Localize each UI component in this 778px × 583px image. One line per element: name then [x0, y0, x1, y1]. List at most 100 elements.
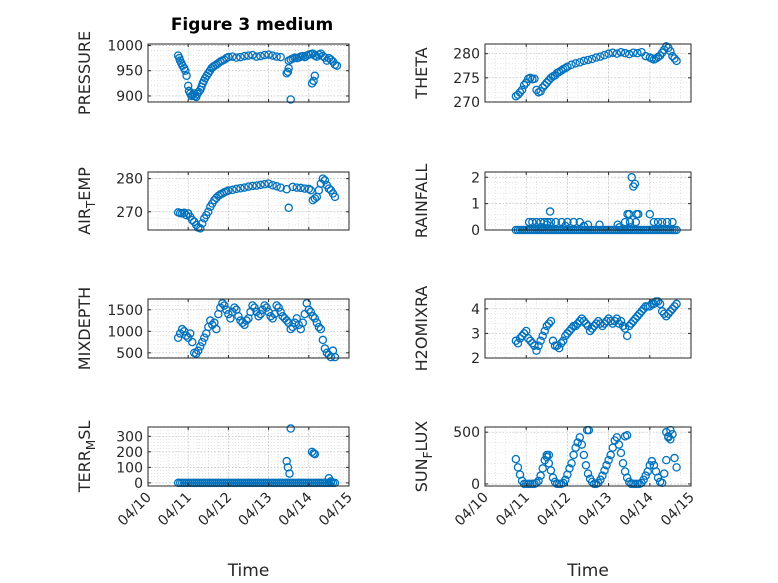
data-point: [639, 475, 648, 485]
data-point: [511, 454, 521, 464]
data-point: [596, 475, 605, 485]
data-point: [286, 424, 295, 433]
data-point: [332, 61, 342, 70]
data-point: [285, 469, 294, 478]
data-point: [616, 47, 626, 57]
data-point: [204, 207, 213, 217]
data-point: [272, 181, 281, 191]
data-point: [563, 62, 572, 71]
data-point: [312, 318, 322, 327]
data-point: [542, 78, 552, 87]
data-point: [664, 309, 673, 318]
data-point: [283, 463, 293, 472]
data-point: [256, 180, 265, 190]
axes-box: [147, 298, 350, 359]
data-point: [224, 309, 233, 319]
plot-area: [148, 427, 349, 486]
data-point: [244, 51, 253, 60]
data-point: [252, 52, 261, 61]
data-point: [587, 324, 597, 333]
plot-area: [148, 44, 349, 102]
data-point: [260, 180, 269, 189]
y-axis-label: RAINFALL: [412, 164, 431, 239]
data-point: [179, 208, 189, 218]
y-tick-label: 200: [116, 445, 143, 461]
data-point: [618, 458, 628, 468]
data-point: [294, 320, 303, 330]
data-point: [288, 182, 297, 192]
data-point: [530, 74, 539, 84]
data-point: [519, 80, 529, 90]
data-point: [250, 303, 259, 312]
data-point: [272, 52, 281, 61]
data-point: [579, 316, 589, 326]
data-point: [567, 458, 576, 468]
data-point: [629, 316, 638, 326]
data-point: [524, 334, 533, 343]
y-tick-label: 4: [471, 302, 480, 318]
data-point: [542, 321, 552, 331]
data-point: [248, 301, 257, 310]
y-tick-label: 270: [453, 95, 480, 111]
data-point: [268, 51, 277, 60]
subplot-mixdepth: 500 1000 1500 MIXDEPTH: [75, 287, 350, 370]
data-point: [521, 326, 531, 336]
data-point: [666, 435, 675, 444]
data-point: [645, 461, 655, 470]
data-point: [666, 47, 675, 56]
y-tick-label: 500: [453, 425, 480, 441]
figure-title: Figure 3 medium: [171, 15, 333, 35]
data-point: [212, 324, 221, 334]
axes-box: [484, 43, 692, 103]
data-point: [629, 48, 638, 57]
data-point: [234, 311, 243, 321]
data-point: [595, 220, 604, 229]
data-point: [612, 314, 622, 323]
data-point: [577, 314, 587, 323]
data-point: [616, 316, 626, 326]
y-tick-label: 300: [116, 429, 143, 445]
data-point: [571, 321, 580, 331]
data-point: [193, 346, 203, 355]
data-point: [532, 223, 541, 232]
data-point: [602, 461, 611, 470]
data-point: [641, 471, 650, 480]
y-tick-label: 0: [134, 476, 143, 492]
x-axis-label: Time: [227, 561, 270, 581]
data-point: [583, 469, 593, 478]
y-tick-label: 0: [471, 223, 480, 239]
data-point: [559, 336, 568, 346]
y-tick-label: 280: [453, 47, 480, 63]
axes-box: [147, 43, 350, 103]
data-point: [309, 76, 318, 86]
data-point: [538, 331, 547, 341]
data-point: [647, 456, 657, 466]
data-point: [615, 223, 624, 232]
data-point: [282, 456, 291, 466]
data-point: [577, 440, 587, 449]
data-point: [173, 333, 183, 343]
data-point: [626, 223, 636, 232]
data-point: [320, 176, 330, 185]
y-tick-label: 270: [116, 205, 143, 221]
data-point: [290, 318, 299, 327]
data-point: [545, 207, 555, 216]
data-point: [306, 307, 316, 317]
data-point: [198, 219, 207, 228]
data-point: [620, 324, 630, 333]
data-point: [232, 184, 241, 194]
data-point: [649, 217, 659, 227]
data-point: [200, 333, 209, 343]
data-point: [236, 183, 245, 193]
data-point: [567, 324, 576, 333]
data-point: [511, 336, 521, 346]
data-point: [228, 185, 237, 195]
data-point: [625, 217, 635, 227]
subplot-theta: 270 275 280 THETA: [412, 42, 692, 111]
data-point: [286, 324, 295, 334]
data-point: [587, 54, 597, 64]
data-point: [672, 299, 681, 309]
data-point: [556, 66, 566, 75]
data-point: [310, 314, 320, 323]
y-axis-label: THETA: [412, 47, 431, 99]
